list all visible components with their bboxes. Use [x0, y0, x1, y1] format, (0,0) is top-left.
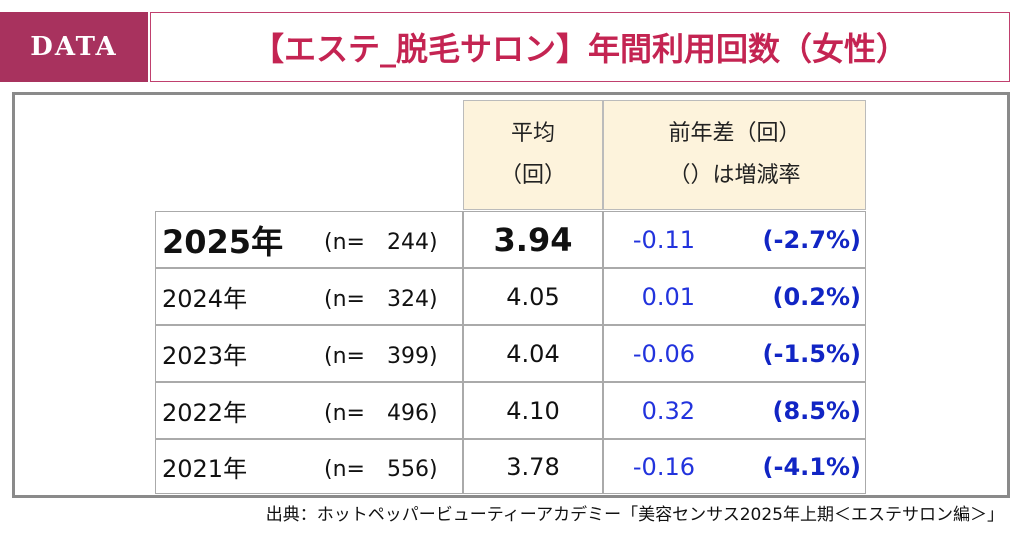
change-rate: (-1.5%): [762, 339, 861, 368]
badge: DATA: [0, 12, 148, 82]
year: 2022年: [162, 399, 248, 427]
change: 0.32: [641, 396, 695, 425]
change: -0.16: [632, 452, 695, 481]
sample-size: (n= 399): [324, 343, 438, 369]
change-rate: (-2.7%): [762, 225, 861, 254]
change-cell: 0.32 (8.5%): [603, 382, 866, 439]
average: 3.94: [463, 211, 603, 268]
sample-size: (n= 324): [324, 286, 438, 312]
average: 4.04: [463, 325, 603, 382]
header-line: 平均: [510, 121, 555, 146]
sample-size: (n= 556): [324, 456, 438, 482]
column-header: 前年差（回） （）は増減率: [603, 100, 866, 210]
change: -0.06: [632, 339, 695, 368]
row-label: 2023年 (n= 399): [155, 325, 463, 382]
change-cell: -0.06 (-1.5%): [603, 325, 866, 382]
average: 4.05: [463, 268, 603, 325]
change-rate: (0.2%): [772, 282, 862, 311]
sample-size: (n= 244): [324, 229, 438, 255]
header-line: （回）: [499, 163, 566, 188]
header-line: 前年差（回）: [668, 121, 801, 146]
change-cell: -0.16 (-4.1%): [603, 439, 866, 494]
change-rate: (8.5%): [772, 396, 862, 425]
change: -0.11: [632, 225, 695, 254]
average: 3.78: [463, 439, 603, 494]
row-label: 2025年 (n= 244): [155, 211, 463, 268]
source: 出典：ホットペッパービューティーアカデミー「美容センサス2025年上期＜エステサ…: [265, 505, 1004, 525]
change-rate: (-4.1%): [762, 452, 861, 481]
sample-size: (n= 496): [324, 400, 438, 426]
row-label: 2021年 (n= 556): [155, 439, 463, 494]
row-label: 2022年 (n= 496): [155, 382, 463, 439]
year: 2025年: [162, 222, 284, 261]
year: 2023年: [162, 342, 248, 370]
change-cell: -0.11 (-2.7%): [603, 211, 866, 268]
header-line: （）は増減率: [668, 163, 801, 188]
title: 【エステ_脱毛サロン】年間利用回数（女性）: [150, 12, 1010, 82]
table-frame: [12, 92, 1010, 498]
change-cell: 0.01 (0.2%): [603, 268, 866, 325]
row-label: 2024年 (n= 324): [155, 268, 463, 325]
average: 4.10: [463, 382, 603, 439]
year: 2021年: [162, 455, 248, 483]
change: 0.01: [641, 282, 695, 311]
year: 2024年: [162, 285, 248, 313]
column-header: 平均 （回）: [463, 100, 603, 210]
